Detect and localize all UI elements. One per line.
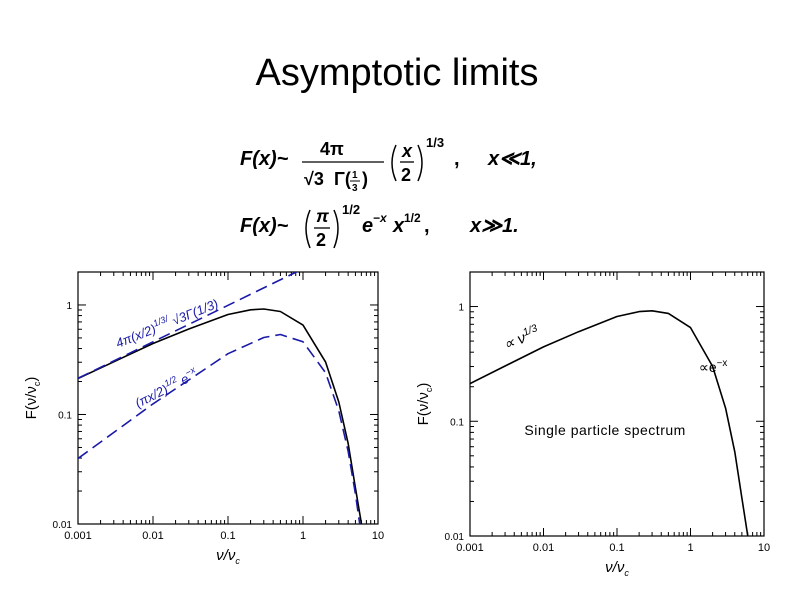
eq1-gamma-num: 1: [352, 170, 358, 181]
x-tick-label: 0.1: [609, 542, 624, 554]
eq1-comma: ,: [454, 148, 460, 170]
series-line-3: [78, 333, 361, 524]
eq1-gamma-den: 3: [352, 183, 358, 194]
x-tick-label: 10: [372, 530, 384, 542]
y-tick-label: 0.1: [450, 417, 464, 428]
x-tick-label: 1: [687, 542, 693, 554]
eq2-exponent: 1/2: [342, 202, 360, 217]
eq2-x-exp: 1/2: [404, 211, 421, 225]
eq2-lhs: F(x)~: [240, 215, 289, 237]
series-line-1: [78, 308, 363, 524]
x-axis-label: ν/νc: [605, 559, 629, 578]
eq2-condition: x≫1.: [469, 215, 519, 237]
annotation-powerlaw: ∝ ν1/3: [500, 322, 542, 354]
eq2-tail-exp: −x: [373, 211, 388, 225]
series-line-2: [78, 272, 299, 380]
y-tick-label: 0.01: [445, 532, 465, 543]
eq1-rparen: [417, 144, 423, 182]
eq2-tail-e: e: [362, 215, 373, 237]
x-tick-label: 0.001: [456, 542, 484, 554]
x-tick-label: 10: [758, 542, 770, 554]
eq1-coef-sqrt: √3: [304, 169, 324, 189]
y-axis-label: F(ν/νc): [415, 383, 434, 426]
y-tick-label: 1: [458, 303, 464, 314]
eq1-condition: x≪1,: [487, 148, 537, 170]
eq1-frac-den: 2: [401, 165, 411, 185]
eq2-lparen: [305, 209, 311, 249]
annotation-high-limit-text: (πx/2)1/2 e−x: [132, 364, 201, 410]
x-tick-label: 0.01: [142, 530, 163, 542]
chart-left: 0.001 0.01 0.1 1 100.010.11ν/νcF(ν/νc)4π(x/2…: [23, 271, 384, 566]
y-tick-label: 0.1: [58, 410, 72, 421]
eq2-rparen: [333, 209, 339, 249]
annotation-exponential: ∝e−x: [699, 358, 728, 375]
eq2-x: x: [392, 215, 405, 237]
slide-title: Asymptotic limits: [255, 52, 539, 94]
x-tick-label: 0.1: [220, 530, 235, 542]
y-axis-label: F(ν/νc): [23, 377, 42, 420]
eq1-frac-num: x: [401, 141, 413, 161]
equation-low-limit: F(x)~ 4π √3 Γ( 1 3 ) x 2 1/3 , x≪1,: [238, 133, 538, 195]
series-line-1: [470, 310, 749, 536]
equation-high-limit: F(x)~ π 2 1/2 e −x x 1/2 , x≫1.: [238, 198, 538, 254]
eq2-frac-den: 2: [316, 230, 326, 250]
x-tick-label: 0.01: [533, 542, 554, 554]
x-axis-label: ν/νc: [216, 547, 240, 566]
eq2-frac-num: π: [316, 206, 329, 226]
eq1-lhs: F(x)~: [240, 148, 289, 170]
equation-high-svg: F(x)~ π 2 1/2 e −x x 1/2 , x≫1.: [240, 202, 519, 250]
annotation-spectrum-label: Single particle spectrum: [524, 422, 685, 438]
plot-frame: [469, 271, 765, 537]
eq1-lparen: [391, 144, 397, 182]
annotation-high-limit: (πx/2)1/2 e−x: [132, 364, 201, 410]
equation-low-svg: F(x)~ 4π √3 Γ( 1 3 ) x 2 1/3 , x≪1,: [240, 135, 537, 194]
plot-frame: [77, 271, 379, 525]
eq1-coef-gamma: Γ(: [334, 169, 351, 189]
x-tick-label: 1: [300, 530, 306, 542]
y-tick-label: 1: [66, 301, 72, 312]
chart-right: 0.001 0.01 0.1 1 100.010.11ν/νcF(ν/νc)∝ ν1/3…: [415, 271, 770, 578]
eq1-exponent: 1/3: [426, 135, 444, 150]
annotation-powerlaw-text: ∝ ν1/3: [500, 322, 542, 354]
eq2-comma: ,: [424, 215, 430, 237]
eq1-gamma-close: ): [362, 169, 368, 189]
eq1-coef-num: 4π: [320, 139, 344, 159]
y-tick-label: 0.01: [53, 520, 73, 531]
x-tick-label: 0.001: [64, 530, 92, 542]
